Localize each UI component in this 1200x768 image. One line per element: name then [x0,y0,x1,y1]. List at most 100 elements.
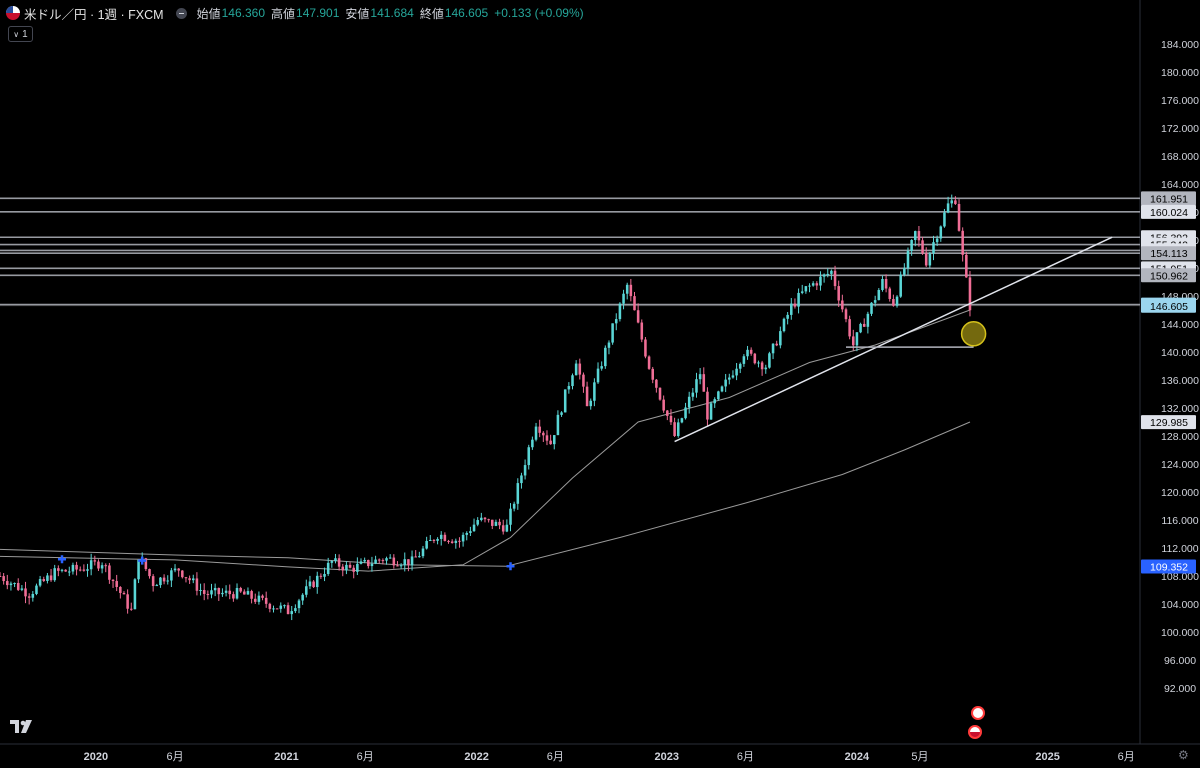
candle-body [377,559,381,561]
open-value: 146.360 [221,6,265,20]
y-tick-label: 140.000 [1161,347,1199,359]
price-label-text: 129.985 [1150,417,1188,429]
x-tick-label: 6月 [166,751,183,763]
candle-body [275,608,279,610]
price-label-badge [1141,246,1196,261]
candle-body [235,588,239,599]
candle-body [822,274,826,277]
candle-body [837,286,840,301]
us-event-flag-icon[interactable] [968,725,982,739]
candle-body [159,577,162,586]
candle-body [552,435,556,445]
low-value: 141.684 [370,6,414,20]
y-tick-label: 108.000 [1161,571,1199,583]
candle-body [498,521,501,526]
candle-body [549,440,552,445]
symbol-title[interactable]: 米ドル／円 · 1週 · FXCM [24,7,164,22]
candle-body [334,558,337,562]
candle-body [100,565,104,569]
candle-body [957,203,961,231]
high-value: 147.901 [296,6,340,20]
candle-body [162,577,166,582]
event-flag-icon[interactable] [971,706,985,720]
candle-body [757,362,760,364]
candle-body [27,596,31,598]
candle-body [246,591,250,595]
candle-body [425,540,428,549]
candle-body [531,439,534,448]
candle-body [764,367,768,370]
trendline [674,236,1113,443]
candle-body [294,608,297,612]
candle-body [188,578,191,581]
candle-body [232,594,235,599]
candle-body [804,286,808,292]
price-label-badge [1141,559,1196,574]
price-label-badge [1141,191,1196,206]
candle-body [71,564,75,572]
candle-body [399,565,403,567]
candle-body [469,531,472,533]
candle-body [545,435,549,441]
tradingview-logo-icon[interactable] [10,718,36,734]
candle-body [487,519,490,521]
candle-body [563,389,567,413]
candle-body [418,556,421,558]
candle-body [312,581,315,588]
candle-body [35,585,38,594]
candle-body [673,422,676,436]
y-tick-label: 168.000 [1161,151,1199,163]
candle-body [2,576,5,582]
candle-body [924,253,928,266]
candle-body [414,556,417,558]
candle-body [691,392,695,397]
candle-body [221,592,224,595]
candle-body [64,569,67,572]
candle-body [935,238,939,243]
candle-body [636,310,640,323]
candle-body [625,284,629,294]
candle-body [480,517,483,521]
candle-body [866,313,870,327]
price-label-text: 150.962 [1150,270,1188,282]
candle-body [607,342,611,348]
candle-body [323,573,326,577]
y-tick-label: 112.000 [1161,543,1198,555]
candle-body [946,203,950,213]
candle-body [319,575,323,577]
candle-body [899,274,902,297]
candle-body [709,403,713,420]
price-label-text: 109.352 [1150,562,1188,574]
indicator-toggle[interactable]: ∨ 1 [8,26,33,42]
candle-body [589,400,593,407]
cross-marker [138,556,147,565]
candle-body [520,475,523,484]
candle-body [491,519,494,526]
candle-body [443,534,447,541]
highlight-circle [960,321,987,347]
candle-body [720,386,724,392]
symbol-header: 米ドル／円 · 1週 · FXCM 始値 146.360 高値 147.901 … [6,5,584,22]
candle-body [148,569,151,577]
candle-body [848,319,851,337]
candle-body [367,559,370,567]
candle-body [356,563,359,572]
candle-body [954,200,957,204]
candle-body [257,595,261,602]
candle-body [877,290,881,301]
candle-body [910,240,913,251]
candle-body [797,292,800,307]
price-label-text: 161.951 [1150,193,1188,205]
collapse-icon[interactable] [175,7,187,19]
candle-body [49,575,53,581]
candle-body [272,608,275,610]
candle-body [191,578,195,581]
candle-body [392,557,396,566]
candle-body [895,296,899,306]
candle-body [833,270,837,287]
candle-body [250,591,253,599]
candle-body [939,226,943,239]
settings-gear-icon[interactable]: ⚙ [1178,748,1189,762]
candle-body [903,268,906,275]
